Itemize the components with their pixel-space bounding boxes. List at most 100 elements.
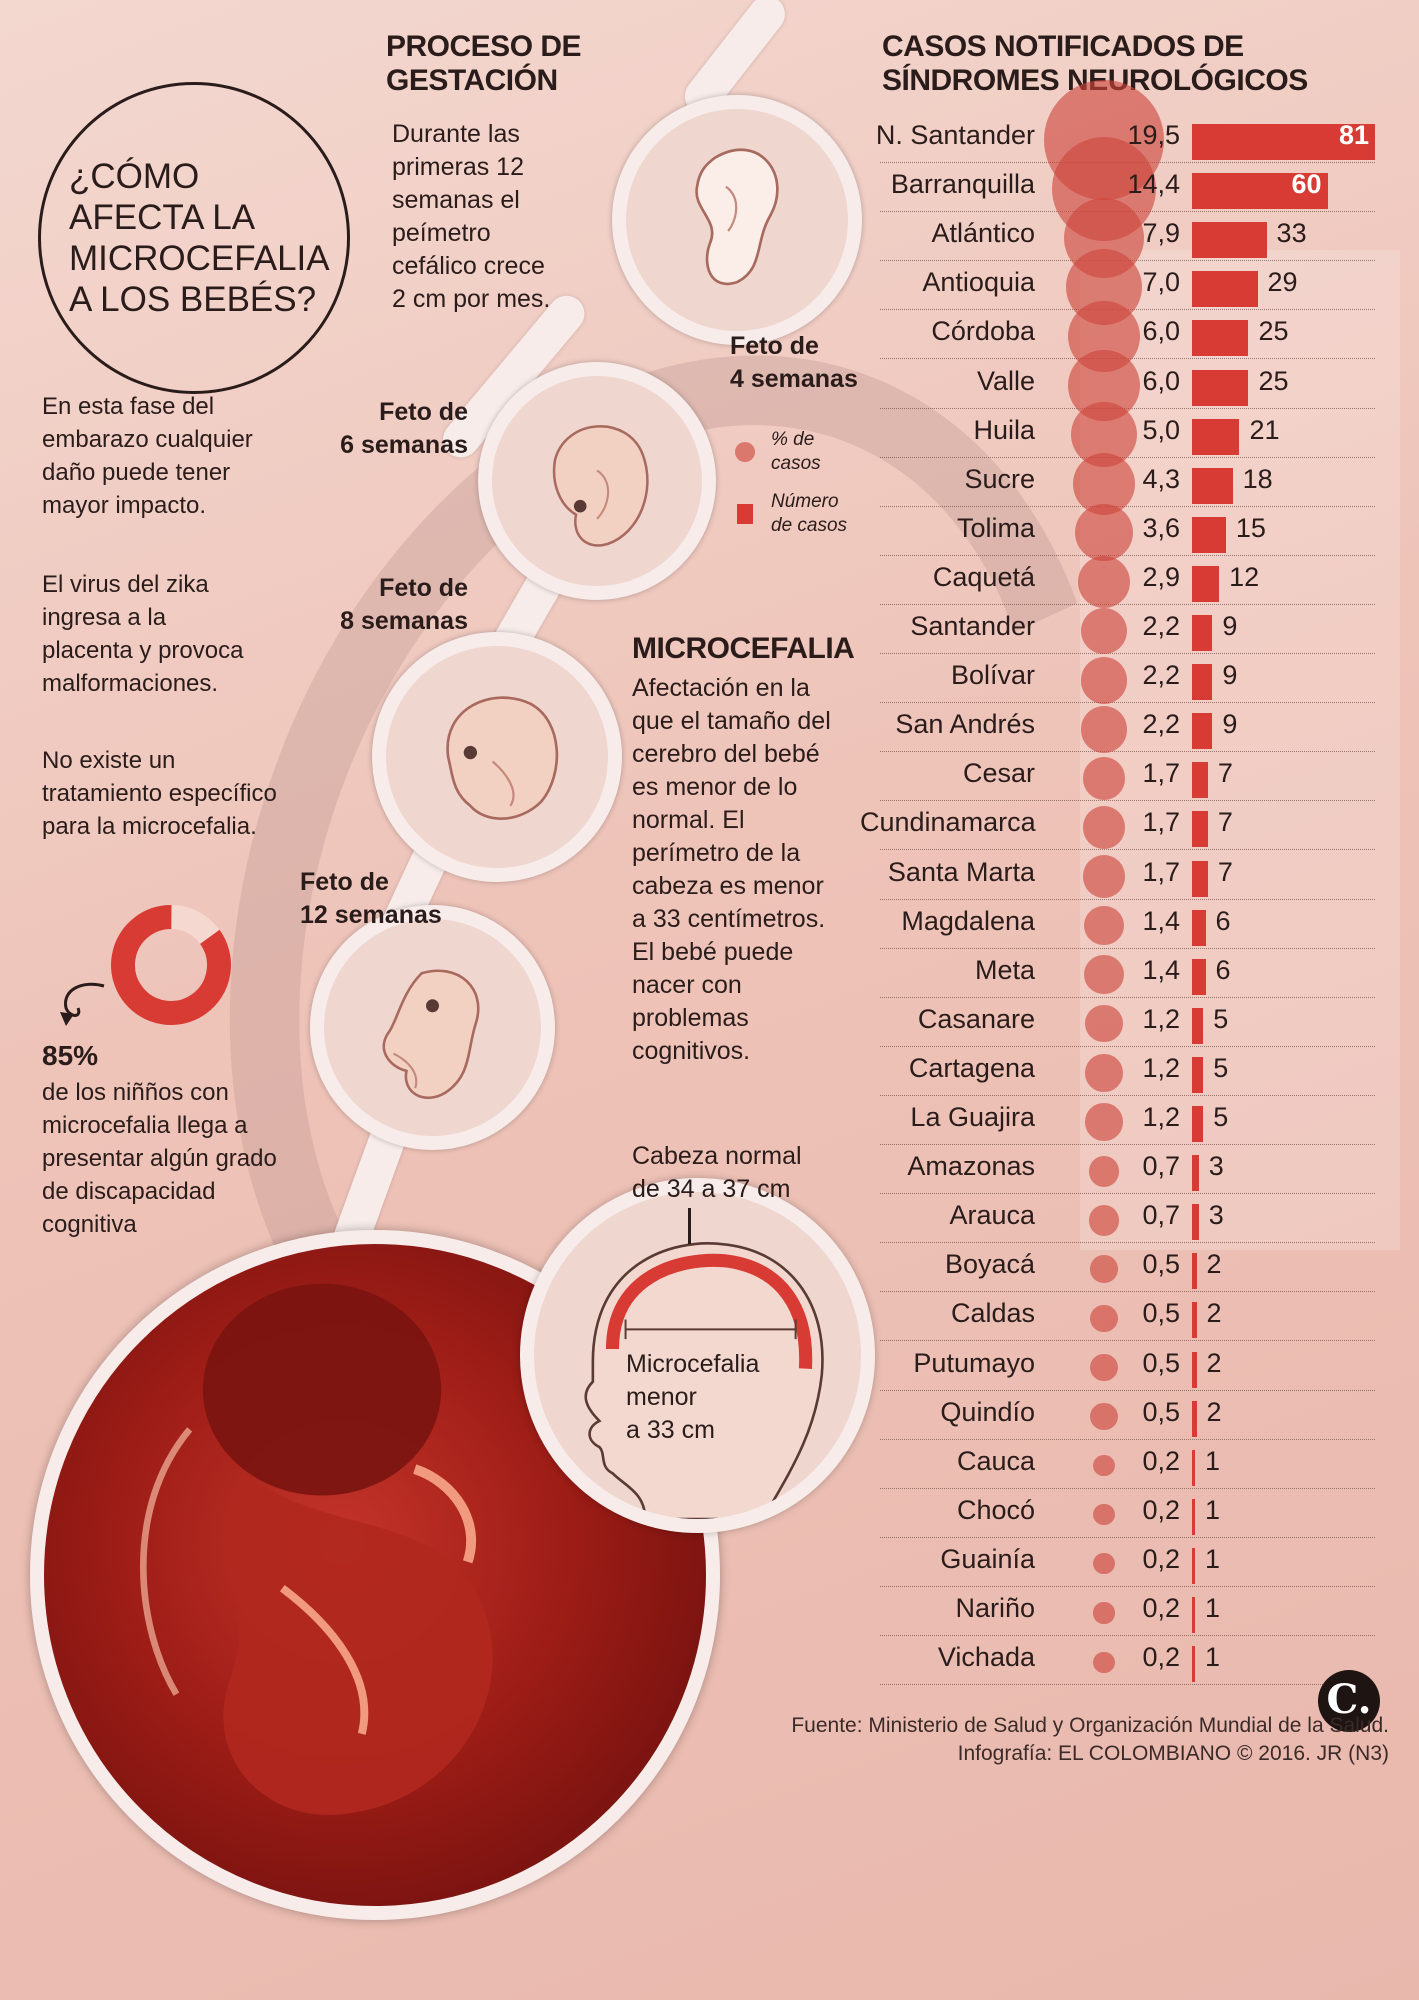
pct-dot: [1080, 607, 1128, 655]
count-label: 25: [1258, 316, 1289, 347]
category-label: Valle: [976, 365, 1035, 396]
count-label: 2: [1206, 1298, 1222, 1329]
count-bar: [1192, 369, 1249, 406]
count-bar: [1192, 1302, 1197, 1339]
chart-row: Vichada 0,2 1: [880, 1638, 1375, 1686]
pct-label: 0,5: [1142, 1298, 1180, 1329]
count-bar: [1192, 664, 1213, 701]
chart-row: Caldas 0,5 2: [880, 1294, 1375, 1342]
category-label: Atlántico: [931, 218, 1035, 249]
count-bar: [1192, 516, 1226, 553]
gestation-text-line: Durante las: [392, 120, 520, 148]
count-label: 29: [1267, 267, 1298, 298]
pct-dot: [1077, 555, 1131, 609]
count-label: 3: [1208, 1151, 1224, 1182]
stat-text: de los niñños con microcefalia llega a p…: [42, 1076, 277, 1241]
chart-row: Valle 6,0 25: [880, 350, 1375, 422]
count-bar: [1192, 1253, 1197, 1290]
fetus-8-weeks-label: Feto de 8 semanas: [310, 572, 468, 638]
pct-label: 1,7: [1142, 758, 1180, 789]
pct-dot: [1090, 1304, 1118, 1333]
category-label: Tolima: [956, 512, 1035, 543]
pct-label: 5,0: [1142, 414, 1180, 445]
microcefalia-line: problemas: [632, 1004, 749, 1032]
stat-text-line: de discapacidad: [42, 1178, 216, 1205]
count-label: 2: [1206, 1249, 1222, 1280]
head-label-line: Microcefalia: [626, 1350, 760, 1378]
gestation-text-line: 2 cm por mes.: [392, 285, 551, 313]
fetus-label-line: Feto de: [300, 868, 389, 896]
pct-label: 0,2: [1142, 1494, 1180, 1525]
pct-label: 7,9: [1142, 218, 1180, 249]
fetus-4-weeks-label: Feto de 4 semanas: [730, 330, 858, 396]
legend-count-label: Número de casos: [771, 490, 847, 538]
category-label: Sucre: [964, 463, 1035, 494]
microcefalia-line: cabeza es menor: [632, 872, 824, 900]
count-label: 12: [1229, 561, 1260, 592]
pct-label: 2,2: [1142, 709, 1180, 740]
pct-label: 1,2: [1142, 1102, 1180, 1132]
count-bar: [1192, 1498, 1195, 1535]
count-label: 7: [1217, 758, 1233, 789]
category-label: Vichada: [937, 1642, 1035, 1673]
pct-label: 6,0: [1142, 316, 1180, 347]
count-bar: [1192, 860, 1208, 897]
count-bar: [1192, 615, 1213, 651]
count-label: 1: [1205, 1543, 1221, 1574]
chart-row: San Andrés 2,2 9: [880, 705, 1375, 753]
question-line: ¿CÓMO: [69, 157, 200, 196]
count-bar: [1192, 418, 1240, 455]
pct-dot: [1093, 1553, 1115, 1575]
chart-row: Cartagena 1,2 5: [880, 1049, 1375, 1096]
pct-dot: [1085, 1005, 1123, 1043]
pct-label: 6,0: [1142, 365, 1180, 396]
fetus-label-line: 6 semanas: [340, 431, 468, 459]
pct-label: 0,2: [1142, 1593, 1180, 1623]
count-bar: [1192, 1547, 1195, 1584]
chart-row: Huila 5,0 21: [880, 401, 1375, 468]
chart-row: Arauca 0,7 3: [880, 1196, 1375, 1244]
category-label: Cauca: [956, 1445, 1035, 1476]
category-label: Cartagena: [908, 1052, 1035, 1083]
gestation-title-line: GESTACIÓN: [386, 64, 558, 97]
category-label: N. Santander: [875, 120, 1035, 150]
fetus-4-weeks-image: [612, 95, 862, 345]
count-label: 60: [1291, 169, 1322, 200]
category-label: Caldas: [950, 1298, 1035, 1329]
head-profile-diagram: [584, 1242, 824, 1519]
pct-label: 1,2: [1142, 1052, 1180, 1083]
pct-label: 0,2: [1142, 1642, 1180, 1673]
background-band: [1080, 250, 1400, 1250]
legend-line: Número: [771, 491, 839, 512]
pct-label: 2,2: [1142, 611, 1180, 641]
pct-label: 2,2: [1142, 660, 1180, 691]
count-bar: [1192, 1597, 1195, 1633]
note-line: tratamiento específico: [42, 780, 277, 807]
pct-dot: [1090, 1402, 1118, 1431]
chart-row: Córdoba 6,0 25: [880, 300, 1375, 372]
stat-text-line: presentar algún grado: [42, 1145, 277, 1172]
legend-pct: % de casos: [735, 428, 821, 476]
pct-dot: [1090, 1353, 1118, 1382]
chart-row: Cundinamarca 1,7 7: [860, 803, 1375, 851]
pct-dot: [1093, 1651, 1115, 1673]
chart-row: Atlántico 7,9 33: [880, 198, 1375, 279]
note-paragraph-2: El virus del zika ingresa a la placenta …: [42, 568, 243, 700]
microcefalia-text: Afectación en la que el tamaño del cereb…: [632, 672, 831, 1068]
microcefalia-line: cognitivos.: [632, 1037, 751, 1065]
count-bar: [1192, 1204, 1199, 1241]
fetus-label-line: Feto de: [379, 398, 468, 426]
category-label: Cesar: [962, 758, 1035, 789]
head-normal-label: Cabeza normal de 34 a 37 cm: [632, 1140, 802, 1206]
count-bar: [1192, 467, 1233, 504]
fetus-label-line: 8 semanas: [340, 607, 468, 635]
note-line: mayor impacto.: [42, 492, 207, 519]
legend-pct-label: % de casos: [771, 428, 821, 476]
pct-label: 0,5: [1142, 1347, 1180, 1378]
pct-label: 0,7: [1142, 1200, 1180, 1231]
pct-dot: [1088, 1204, 1120, 1236]
count-label: 33: [1276, 218, 1307, 249]
count-bar: [1192, 1007, 1204, 1044]
pct-label: 1,4: [1142, 905, 1180, 936]
count-bar: [1192, 1056, 1204, 1093]
